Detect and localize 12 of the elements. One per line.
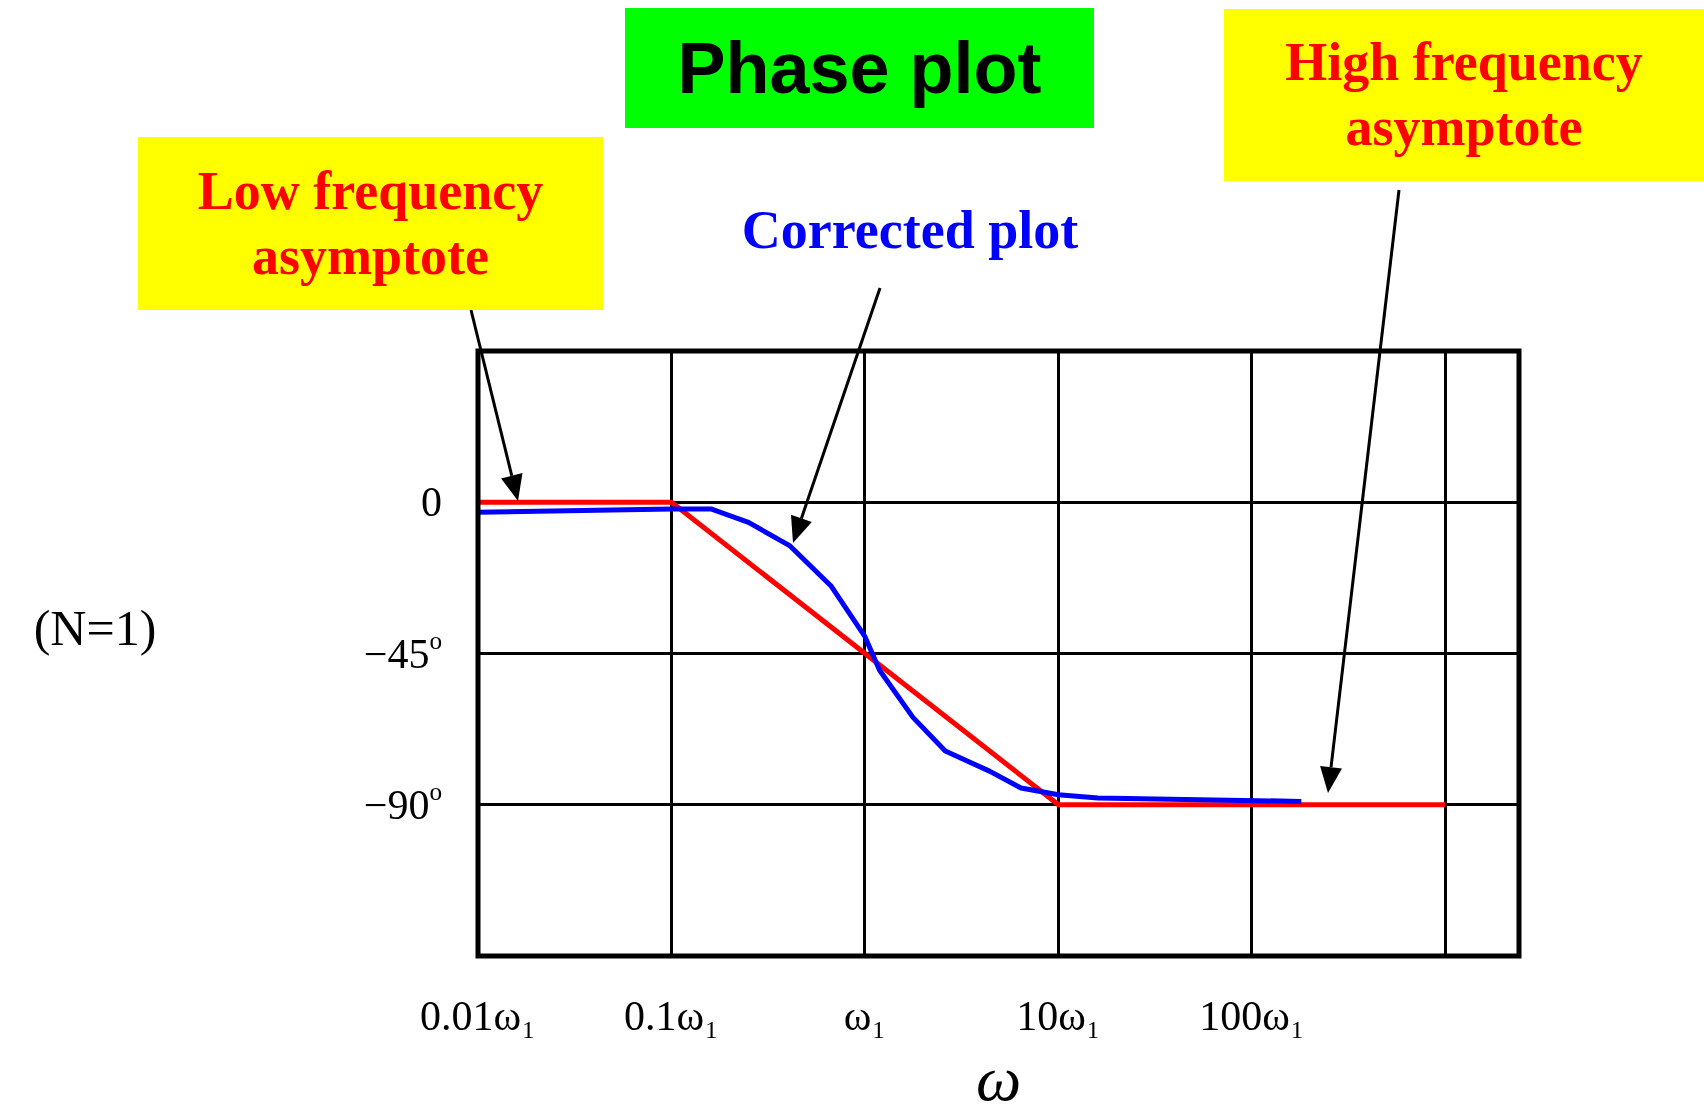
x-tick-label: 100ω₁ [1199, 993, 1305, 1039]
x-tick-label: ω₁ [843, 993, 887, 1039]
y-tick-label: 0 [421, 479, 442, 526]
x-tick-label: 0.01ω₁ [420, 993, 536, 1039]
chart-title: Phase plot [625, 8, 1094, 128]
text: Corrected plot [740, 198, 1080, 262]
text: (N=1) [32, 599, 158, 658]
x-tick-label: 10ω₁ [1016, 993, 1101, 1039]
x-axis-title: ω [975, 1043, 1022, 1114]
text: High frequency asymptote [1224, 9, 1704, 181]
text: Low frequency asymptote [138, 137, 603, 310]
x-tick-label: 0.1ω₁ [624, 993, 719, 1039]
